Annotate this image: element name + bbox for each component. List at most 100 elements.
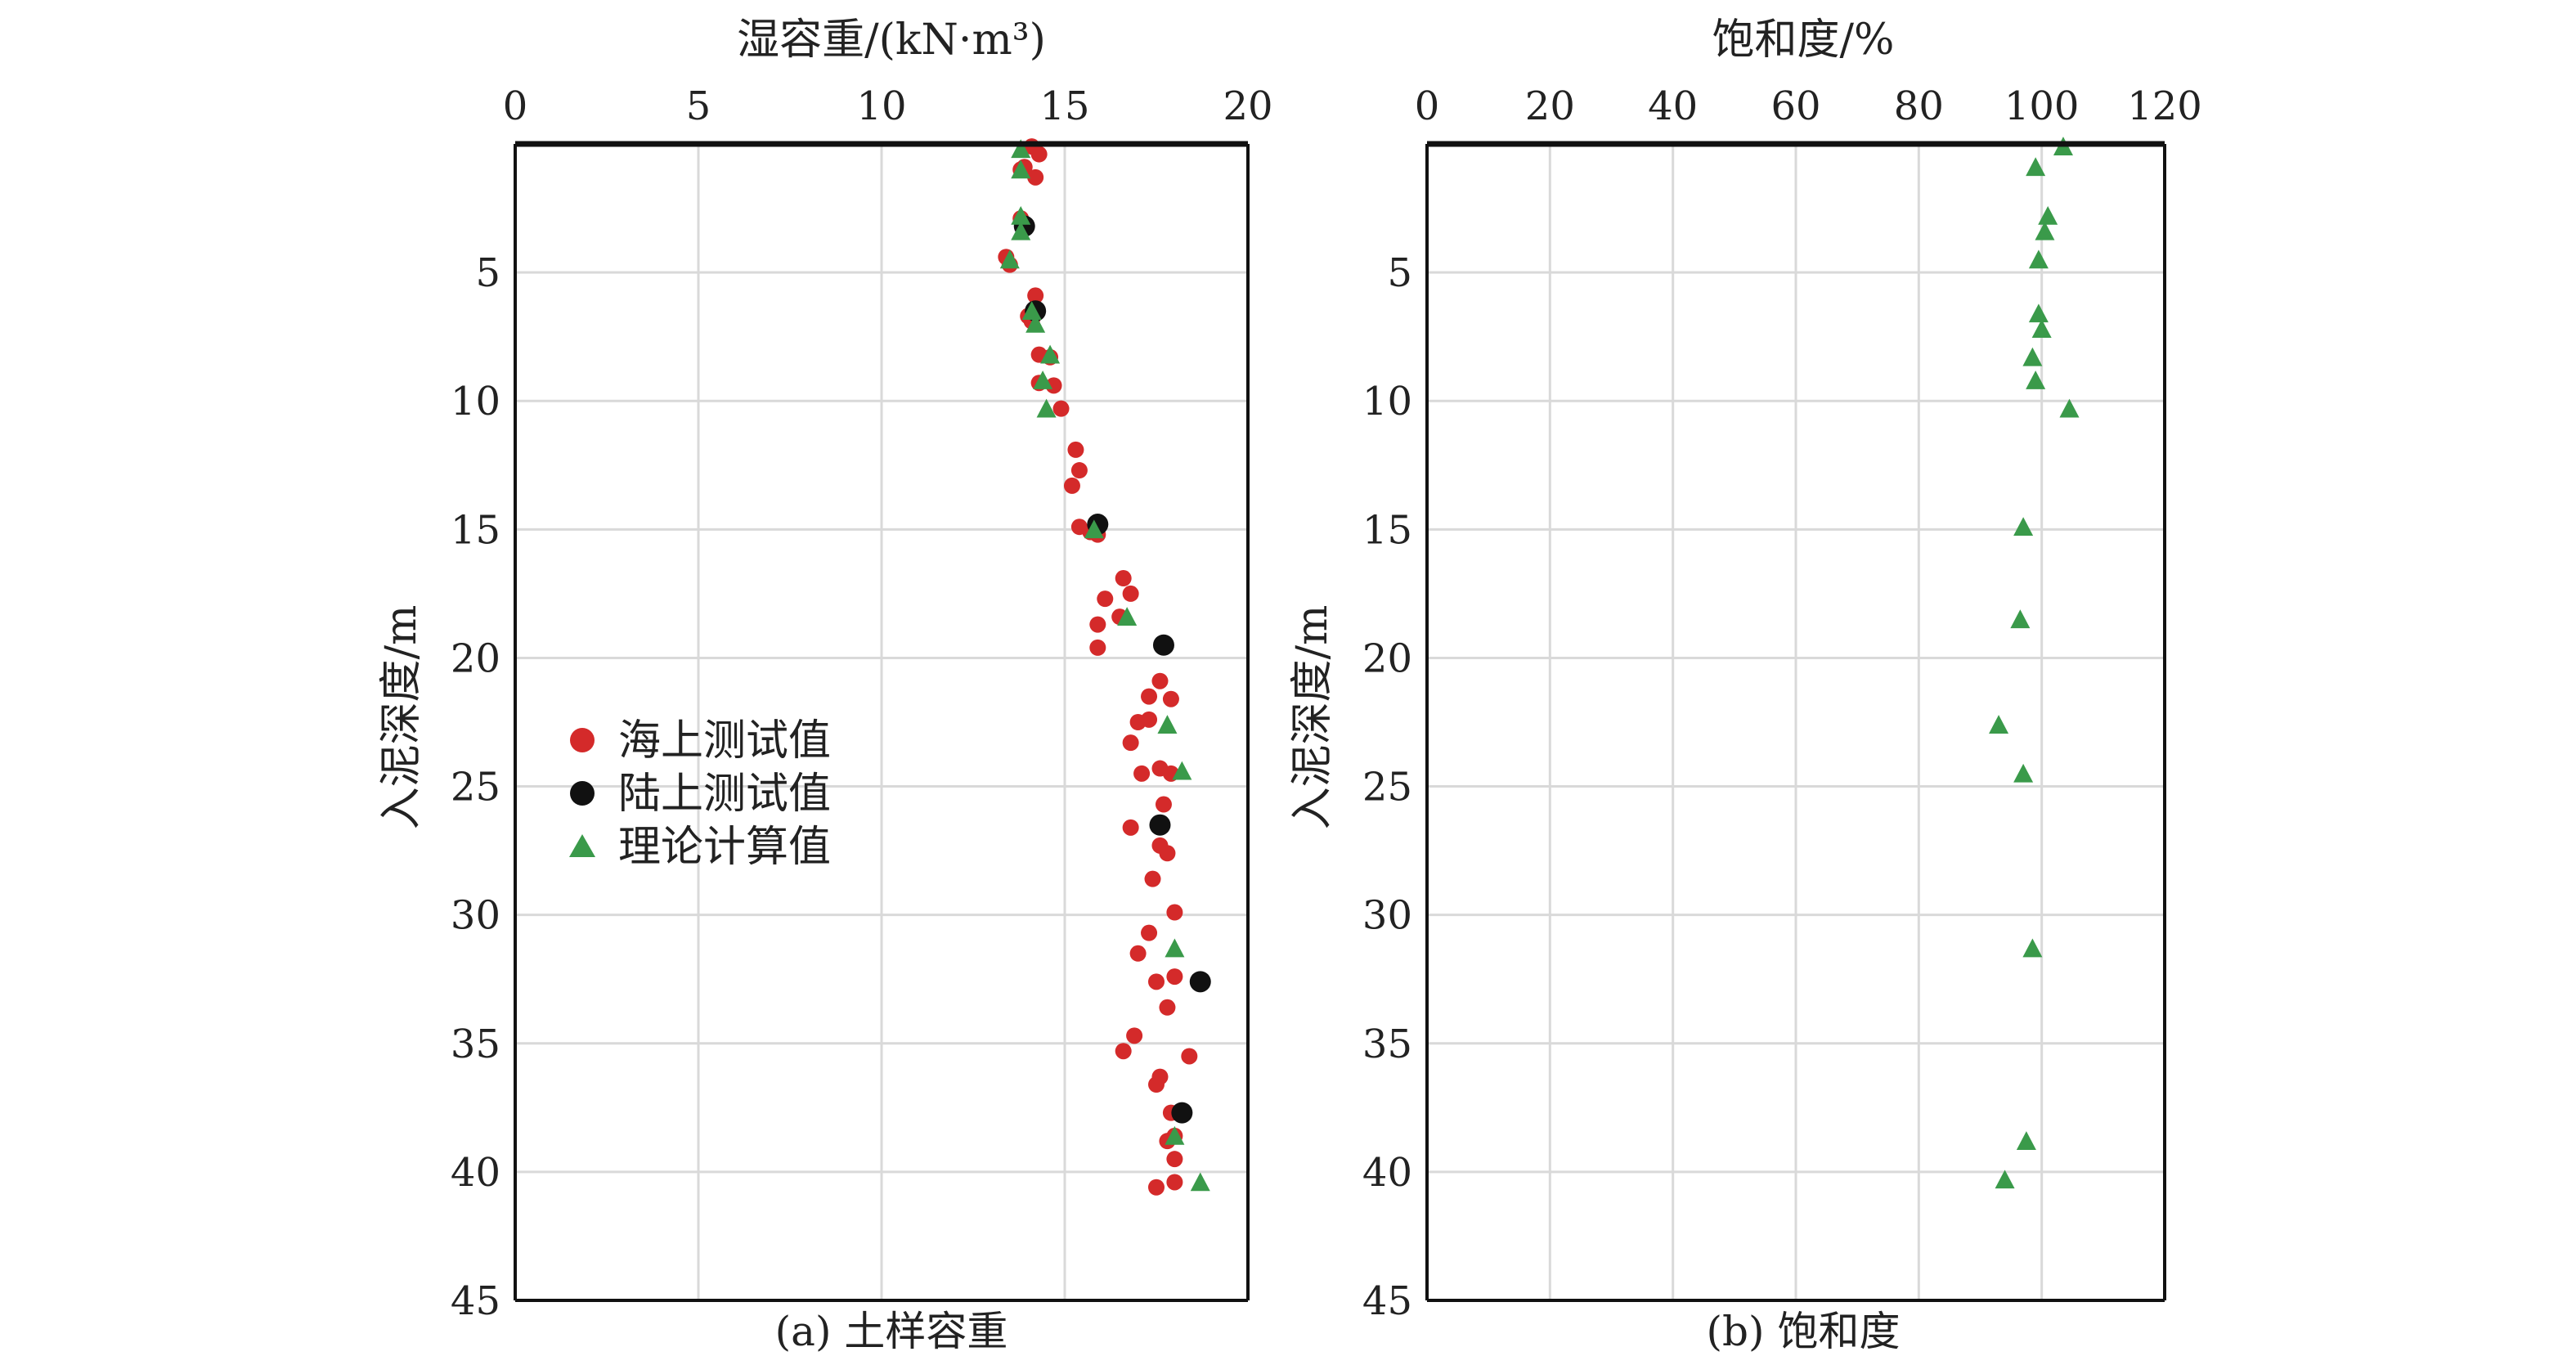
data-point xyxy=(1036,398,1057,418)
data-point xyxy=(1189,971,1211,993)
series-a-0 xyxy=(998,138,1198,1196)
data-point xyxy=(1089,639,1106,656)
data-point xyxy=(2038,205,2058,225)
data-point xyxy=(1115,1043,1132,1060)
x-tick-label: 20 xyxy=(1223,83,1272,129)
data-point xyxy=(1122,819,1139,836)
data-point xyxy=(1155,796,1172,813)
y-tick-label: 45 xyxy=(451,1278,500,1324)
data-point xyxy=(1166,1151,1183,1168)
data-point xyxy=(1166,904,1183,921)
y-tick-label: 45 xyxy=(1362,1278,1412,1324)
data-point xyxy=(1159,999,1176,1016)
data-point xyxy=(1141,688,1158,705)
data-point xyxy=(2026,157,2046,177)
data-point xyxy=(1148,1179,1165,1196)
series-b-0 xyxy=(1989,137,2080,1189)
panel-b-points xyxy=(1989,137,2080,1189)
data-point xyxy=(2022,938,2043,958)
x-tick-label: 80 xyxy=(1894,83,1944,129)
data-point xyxy=(1122,585,1139,602)
data-point xyxy=(2059,398,2080,418)
data-point xyxy=(2035,221,2055,240)
y-tick-label: 15 xyxy=(1362,507,1412,553)
x-tick-label: 60 xyxy=(1770,83,1820,129)
data-point xyxy=(1159,845,1176,862)
data-point xyxy=(2031,319,2052,339)
data-point xyxy=(1166,968,1183,986)
y-tick-label: 40 xyxy=(451,1150,500,1196)
data-point xyxy=(1165,1125,1185,1145)
y-tick-label: 35 xyxy=(1362,1022,1412,1067)
data-point xyxy=(1097,590,1114,608)
data-point xyxy=(1089,616,1106,633)
data-point xyxy=(1151,672,1169,689)
data-point xyxy=(1165,938,1185,958)
data-point xyxy=(1989,715,2009,734)
data-point xyxy=(1033,370,1053,389)
legend-label-theoretical: 理论计算值 xyxy=(618,823,831,872)
data-point xyxy=(1129,945,1147,962)
panel-b-x-tick-labels: 0 20 40 60 80 100 120 xyxy=(1415,83,2202,129)
panel-a-y-tick-labels: 5 10 15 20 25 30 35 40 45 xyxy=(451,250,500,1324)
y-tick-label: 25 xyxy=(451,765,500,810)
data-point xyxy=(1141,924,1158,941)
data-point xyxy=(2013,517,2034,536)
y-tick-label: 35 xyxy=(451,1022,500,1067)
y-tick-label: 5 xyxy=(1387,250,1412,296)
data-point xyxy=(1030,146,1048,163)
x-tick-label: 100 xyxy=(2004,83,2080,129)
x-tick-label: 15 xyxy=(1039,83,1089,129)
data-point xyxy=(1141,711,1158,728)
panel-b-y-tick-labels: 5 10 15 20 25 30 35 40 45 xyxy=(1362,250,1412,1324)
data-point xyxy=(1181,1048,1198,1065)
data-point xyxy=(1122,734,1139,752)
x-tick-label: 20 xyxy=(1525,83,1575,129)
data-point xyxy=(1148,973,1165,990)
data-point xyxy=(1172,761,1192,780)
panel-a-frame xyxy=(514,141,1250,1302)
y-tick-label: 20 xyxy=(1362,635,1412,681)
data-point xyxy=(2016,1131,2036,1150)
panel-a-caption: (a) 土样容重 xyxy=(775,1308,1008,1355)
x-tick-label: 40 xyxy=(1648,83,1698,129)
data-point xyxy=(1011,205,1031,225)
data-point xyxy=(2013,763,2034,783)
data-point xyxy=(1025,313,1046,333)
x-tick-label: 0 xyxy=(503,83,528,129)
data-point xyxy=(1115,570,1132,587)
data-point xyxy=(1157,715,1178,734)
data-point xyxy=(1063,477,1080,494)
data-point xyxy=(1166,1174,1183,1191)
y-tick-label: 30 xyxy=(1362,893,1412,939)
panel-b-y-axis-title: 入泥深度/m xyxy=(1288,605,1337,830)
x-tick-label: 120 xyxy=(2127,83,2202,129)
data-point xyxy=(999,249,1020,269)
data-point xyxy=(1084,519,1104,539)
data-point xyxy=(1149,814,1171,836)
data-point xyxy=(1011,221,1031,240)
panel-b-caption: (b) 饱和度 xyxy=(1707,1308,1901,1355)
panel-b-grid xyxy=(1427,144,2165,1300)
x-tick-label: 10 xyxy=(856,83,906,129)
y-tick-label: 10 xyxy=(451,379,500,424)
data-point xyxy=(1144,870,1161,887)
panel-a-x-tick-labels: 0 5 10 15 20 xyxy=(503,83,1273,129)
legend-label-land-test: 陆上测试值 xyxy=(618,770,831,819)
legend-label-sea-test: 海上测试值 xyxy=(618,716,831,766)
data-point xyxy=(1027,168,1044,186)
data-point xyxy=(1052,400,1070,417)
y-tick-label: 25 xyxy=(1362,765,1412,810)
panel-a-x-axis-title: 湿容重/(kN·m³) xyxy=(737,16,1046,65)
data-point xyxy=(1171,1102,1193,1124)
data-point xyxy=(1067,441,1084,458)
y-tick-label: 10 xyxy=(1362,379,1412,424)
x-tick-label: 5 xyxy=(686,83,711,129)
legend: 海上测试值 陆上测试值 理论计算值 xyxy=(569,716,831,872)
data-point xyxy=(2022,347,2043,366)
y-tick-label: 5 xyxy=(475,250,500,296)
data-point xyxy=(1133,765,1151,782)
panel-a-y-axis-title: 入泥深度/m xyxy=(377,605,426,830)
legend-marker-sea-test xyxy=(570,728,595,752)
